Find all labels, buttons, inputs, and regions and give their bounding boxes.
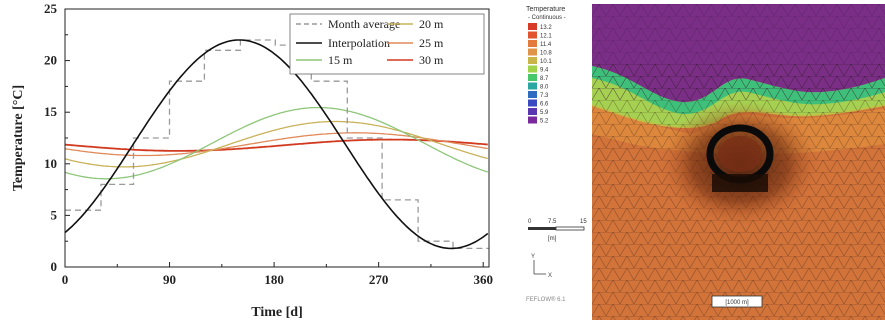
fem-legend-swatch bbox=[528, 91, 537, 98]
plot-frame bbox=[64, 8, 490, 268]
fem-legend-swatch bbox=[528, 31, 537, 39]
fem-legend-value: 7.3 bbox=[540, 93, 549, 99]
y-tick-label: 20 bbox=[44, 53, 57, 68]
y-tick-label: 15 bbox=[44, 104, 58, 119]
axis-x-label: X bbox=[548, 273, 552, 279]
fem-legend-swatch bbox=[528, 82, 537, 90]
scale-tick-0: 0 bbox=[528, 219, 532, 225]
fem-color-legend: 13.2 12.1 11.4 10.8 10.1 9.4 8.7 8.0 7.3 6.6 5.9 5.… bbox=[528, 23, 552, 125]
fem-legend-swatch bbox=[528, 40, 537, 47]
fem-mesh-image: Temperature - Continuous - 13.212.111.41… bbox=[526, 4, 885, 320]
y-tick-label: 10 bbox=[44, 156, 57, 171]
fem-legend-swatch bbox=[528, 116, 537, 124]
x-tick-label: 360 bbox=[473, 272, 493, 287]
series-30-m bbox=[64, 138, 488, 152]
fem-legend-swatch bbox=[528, 74, 537, 81]
x-tick-label: 270 bbox=[369, 272, 389, 287]
y-tick-label: 25 bbox=[44, 1, 58, 16]
y-axis-label: Temperature [°C] bbox=[11, 85, 26, 191]
y-tick-label: 0 bbox=[51, 259, 58, 274]
chart-legend: Month average Interpolation 15 m 20 m 25 m 30… bbox=[289, 13, 485, 75]
series-25-m bbox=[64, 132, 488, 157]
line-chart: 0 90 180 270 360 0 5 10 15 20 25 Month average Inte… bbox=[11, 1, 493, 320]
x-tick-label: 0 bbox=[62, 272, 69, 287]
legend-label: 25 m bbox=[419, 36, 444, 50]
fem-legend-swatch bbox=[528, 48, 537, 56]
legend-label: 15 m bbox=[328, 53, 353, 67]
fem-legend-swatch bbox=[528, 99, 537, 107]
fem-legend-value: 10.1 bbox=[540, 59, 552, 65]
fem-legend-value: 11.4 bbox=[540, 42, 552, 48]
fem-legend-title: Temperature bbox=[526, 6, 565, 13]
fem-legend-value: 13.2 bbox=[540, 25, 552, 31]
x-axis-label: Time [d] bbox=[251, 305, 302, 320]
scale-tick-1: 7.5 bbox=[548, 219, 557, 225]
legend-label: 30 m bbox=[419, 53, 444, 67]
legend-label: Month average bbox=[328, 17, 400, 31]
series-20-m bbox=[64, 120, 488, 168]
fem-legend-value: 9.4 bbox=[540, 68, 549, 74]
scale-unit: [m] bbox=[548, 236, 557, 242]
fem-legend-value: 12.1 bbox=[540, 34, 552, 40]
fem-legend-swatch bbox=[528, 108, 537, 115]
scale-tick-2: 15 bbox=[580, 219, 587, 225]
fem-legend-value: 8.7 bbox=[540, 76, 549, 82]
fem-legend-value: 5.9 bbox=[540, 110, 549, 116]
fem-legend-swatch bbox=[528, 65, 537, 73]
series-month-average bbox=[65, 39, 489, 250]
series-15-m bbox=[64, 106, 489, 180]
y-tick-label: 5 bbox=[51, 207, 58, 222]
fem-temperature-panel: Temperature - Continuous - 13.2 12.1 11.4 1… bbox=[522, 4, 885, 320]
axis-y-label: Y bbox=[531, 254, 535, 260]
fem-legend-value: 6.6 bbox=[540, 102, 549, 108]
legend-label: Interpolation bbox=[328, 36, 390, 50]
legend-label: 20 m bbox=[419, 17, 444, 31]
axis-orientation-icon: Y X bbox=[531, 254, 552, 279]
x-tick-label: 180 bbox=[264, 272, 284, 287]
fem-legend-value: 8.0 bbox=[540, 85, 549, 91]
fem-legend-subtitle: - Continuous - bbox=[528, 15, 566, 21]
x-tick-label: 90 bbox=[163, 272, 176, 287]
scale-box bbox=[711, 295, 763, 308]
fem-legend-value: 5.2 bbox=[540, 119, 549, 125]
fem-legend-value: 10.8 bbox=[540, 51, 552, 57]
scale-box-label: [1000 m] bbox=[725, 300, 749, 306]
series-interpolation bbox=[64, 39, 489, 250]
fem-legend-swatch bbox=[528, 23, 537, 30]
fem-legend-swatch bbox=[528, 57, 537, 64]
software-watermark: FEFLOW® 6.1 bbox=[526, 296, 566, 303]
